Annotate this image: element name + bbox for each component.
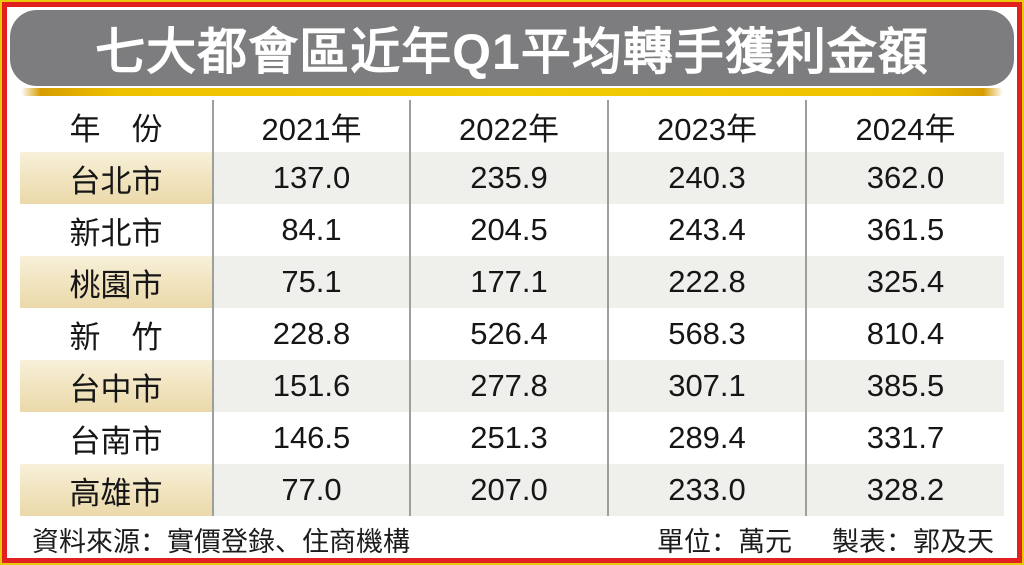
table-row-taipei: 台北市 137.0 235.9 240.3 362.0 bbox=[20, 152, 1004, 204]
unit-note: 單位：萬元 bbox=[657, 526, 792, 557]
value-cell: 151.6 bbox=[212, 360, 410, 412]
value-cell: 222.8 bbox=[607, 256, 806, 308]
value-cell: 75.1 bbox=[212, 256, 410, 308]
value-cell: 137.0 bbox=[212, 152, 410, 204]
city-cell: 高雄市 bbox=[20, 464, 213, 516]
table-row-kaohsiung: 高雄市 77.0 207.0 233.0 328.2 bbox=[20, 464, 1004, 516]
value-cell: 331.7 bbox=[805, 412, 1004, 464]
value-cell: 307.1 bbox=[607, 360, 806, 412]
value-cell: 177.1 bbox=[409, 256, 608, 308]
city-cell: 桃園市 bbox=[20, 256, 213, 308]
footer: 資料來源：實價登錄、住商機構 單位：萬元 製表：郭及天 bbox=[20, 519, 1004, 559]
city-cell: 新 竹 bbox=[69, 319, 163, 355]
value-cell: 325.4 bbox=[805, 256, 1004, 308]
column-header-2022: 2022年 bbox=[409, 100, 608, 152]
source-note: 資料來源：實價登錄、住商機構 bbox=[32, 526, 410, 557]
profit-table: 年 份 2021年 2022年 2023年 2024年 台北市 137.0 23… bbox=[20, 100, 1004, 516]
page-title: 七大都會區近年Q1平均轉手獲利金額 bbox=[95, 24, 929, 80]
column-header-2021: 2021年 bbox=[212, 100, 410, 152]
value-cell: 235.9 bbox=[409, 152, 608, 204]
table-row-tainan: 台南市 146.5 251.3 289.4 331.7 bbox=[20, 412, 1004, 464]
city-cell: 新北市 bbox=[69, 215, 163, 251]
column-header-2024: 2024年 bbox=[805, 100, 1004, 152]
value-cell: 77.0 bbox=[212, 464, 410, 516]
value-cell: 251.3 bbox=[409, 412, 608, 464]
value-cell: 240.3 bbox=[607, 152, 806, 204]
value-cell: 233.0 bbox=[607, 464, 806, 516]
credit-note: 製表：郭及天 bbox=[832, 526, 994, 557]
header-row: 年 份 2021年 2022年 2023年 2024年 bbox=[20, 100, 1004, 152]
city-cell: 台南市 bbox=[69, 423, 163, 459]
value-cell: 361.5 bbox=[805, 204, 1004, 256]
value-cell: 84.1 bbox=[212, 204, 410, 256]
gold-divider bbox=[21, 88, 1003, 96]
value-cell: 385.5 bbox=[805, 360, 1004, 412]
value-cell: 810.4 bbox=[805, 308, 1004, 360]
column-header-year: 年 份 bbox=[69, 111, 163, 147]
value-cell: 362.0 bbox=[805, 152, 1004, 204]
city-cell: 台中市 bbox=[20, 360, 213, 412]
value-cell: 243.4 bbox=[607, 204, 806, 256]
value-cell: 289.4 bbox=[607, 412, 806, 464]
city-cell: 台北市 bbox=[20, 152, 213, 204]
value-cell: 204.5 bbox=[409, 204, 608, 256]
table-row-taichung: 台中市 151.6 277.8 307.1 385.5 bbox=[20, 360, 1004, 412]
value-cell: 228.8 bbox=[212, 308, 410, 360]
value-cell: 146.5 bbox=[212, 412, 410, 464]
value-cell: 568.3 bbox=[607, 308, 806, 360]
table-row-taoyuan: 桃園市 75.1 177.1 222.8 325.4 bbox=[20, 256, 1004, 308]
value-cell: 328.2 bbox=[805, 464, 1004, 516]
column-header-2023: 2023年 bbox=[607, 100, 806, 152]
footer-right-group: 單位：萬元 製表：郭及天 bbox=[657, 520, 1004, 559]
value-cell: 207.0 bbox=[409, 464, 608, 516]
value-cell: 526.4 bbox=[409, 308, 608, 360]
table-row-hsinchu: 新 竹 228.8 526.4 568.3 810.4 bbox=[20, 308, 1004, 360]
value-cell: 277.8 bbox=[409, 360, 608, 412]
table-row-newtaipei: 新北市 84.1 204.5 243.4 361.5 bbox=[20, 204, 1004, 256]
title-bar: 七大都會區近年Q1平均轉手獲利金額 bbox=[10, 10, 1014, 86]
